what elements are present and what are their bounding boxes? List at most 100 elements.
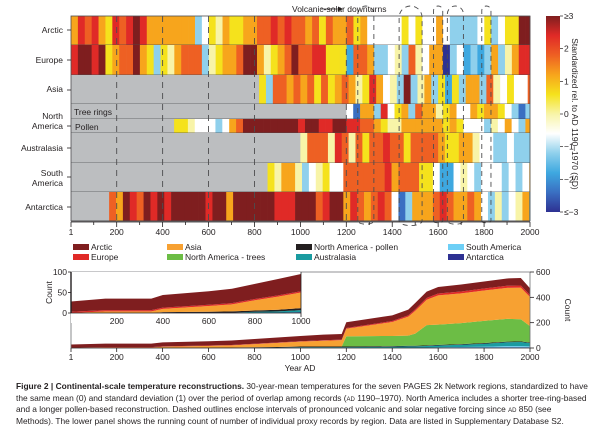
heatmap-cell (424, 75, 432, 104)
count-y-tick-label: 600 (536, 267, 550, 277)
heatmap-cell (484, 45, 492, 75)
heatmap-cell (446, 163, 454, 192)
heatmap-cell (383, 133, 391, 163)
heatmap-cell (373, 104, 382, 119)
heatmap-cell (167, 45, 175, 75)
heatmap-cell (439, 163, 447, 192)
heatmap-cell (116, 192, 124, 221)
heatmap-cell (472, 75, 480, 104)
heatmap-cell (408, 45, 416, 75)
heatmap-cell (259, 75, 267, 104)
heatmap-cell (201, 16, 210, 45)
heatmap-cell (401, 104, 409, 119)
heatmap-cell (481, 192, 489, 221)
heatmap-cell (410, 133, 418, 163)
heatmap-cell (403, 133, 411, 163)
heatmap-cell (419, 192, 427, 221)
count-x-tick-label: 1000 (291, 352, 310, 362)
heatmap-cell (394, 45, 402, 75)
heatmap-cell (527, 75, 531, 104)
count-chart: 1 200 400 600 800 1000 1200 1400 1600 1800 2000020… (44, 267, 573, 373)
row-label-antarctica: Antarctica (25, 202, 63, 212)
heatmap-cell (305, 16, 313, 45)
heatmap-cell (157, 192, 165, 221)
count-x-tick-label: 1800 (475, 352, 494, 362)
heatmap-cell (369, 133, 377, 163)
inset-y-tick-label: 50 (58, 288, 68, 298)
heatmap-cell (284, 45, 292, 75)
row-label-south-america: America (32, 178, 63, 188)
heatmap-cell (396, 75, 405, 104)
x-tick-label: 1200 (337, 227, 356, 237)
heatmap-cell (384, 163, 392, 192)
heatmap-cell (498, 45, 506, 75)
heatmap-cell (497, 119, 506, 133)
heatmap-cell (456, 119, 464, 133)
heatmap-cell (513, 75, 522, 104)
heatmap-cell (435, 104, 444, 119)
colorbar-tick-label: ≥3 (564, 11, 574, 21)
heatmap-cell (281, 192, 289, 221)
heatmap-cell (288, 192, 296, 221)
heatmap-cell (380, 119, 388, 133)
heatmap-cell (527, 133, 531, 163)
heatmap-cell (436, 45, 444, 75)
legend-swatch (167, 244, 183, 250)
figure: Arctic Europe Asia North America Austral… (21, 4, 580, 373)
heatmap-cell (484, 104, 492, 119)
heatmap-cell (373, 119, 382, 133)
legend-swatch (73, 254, 89, 260)
heatmap-cell (470, 104, 478, 119)
row-label-asia: Asia (46, 84, 63, 94)
x-tick-label: 200 (110, 227, 124, 237)
heatmap-cell (487, 192, 496, 221)
heatmap-cell (284, 16, 292, 45)
heatmap-cell (491, 45, 499, 75)
heatmap-cell (422, 119, 430, 133)
heatmap-cell (481, 163, 489, 192)
heatmap-cell (453, 163, 461, 192)
heatmap-cell (233, 192, 241, 221)
heatmap-cell (415, 119, 423, 133)
count-x-tick-label: 800 (247, 352, 261, 362)
heatmap-cell (277, 45, 285, 75)
heatmap-cell (422, 16, 430, 45)
heatmap-cell (376, 75, 384, 104)
heatmap-cell (498, 16, 506, 45)
heatmap-cell (377, 163, 385, 192)
heatmap-cell (315, 163, 323, 192)
heatmap-cell (525, 16, 531, 45)
heatmap-cell (422, 45, 430, 75)
heatmap-cell (350, 192, 358, 221)
heatmap-cell (171, 192, 179, 221)
heatmap-cell (362, 75, 370, 104)
sublabel-tree-rings: Tree rings (74, 107, 112, 117)
x-tick-label: 400 (156, 227, 170, 237)
heatmap-cell (105, 45, 113, 75)
heatmap-cell (132, 45, 141, 75)
heatmap-cell (491, 16, 499, 45)
heatmap-cell (77, 45, 86, 75)
heatmap-cell (410, 75, 418, 104)
heatmap-cell (136, 192, 144, 221)
heatmap-cell (449, 45, 458, 75)
inset-x-tick-label: 600 (202, 316, 216, 326)
heatmap-cell (362, 133, 370, 163)
heatmap-cell (484, 119, 492, 133)
colorbar-tick-label: 1 (564, 76, 569, 86)
legend-swatch (167, 254, 183, 260)
heatmap-cell (291, 119, 299, 133)
heatmap-cell (334, 133, 343, 163)
heatmap-cell (511, 104, 519, 119)
heatmap-cell (408, 119, 416, 133)
heatmap-cell (490, 104, 499, 119)
heatmap-cell (472, 133, 480, 163)
heatmap-cell (384, 192, 392, 221)
heatmap-cell (500, 75, 508, 104)
heatmap-cell (256, 119, 264, 133)
heatmap-cell (500, 133, 508, 163)
heatmap-cell (511, 16, 520, 45)
heatmap-cell (431, 133, 439, 163)
heatmap-cell (360, 119, 368, 133)
heatmap-cell (422, 104, 430, 119)
